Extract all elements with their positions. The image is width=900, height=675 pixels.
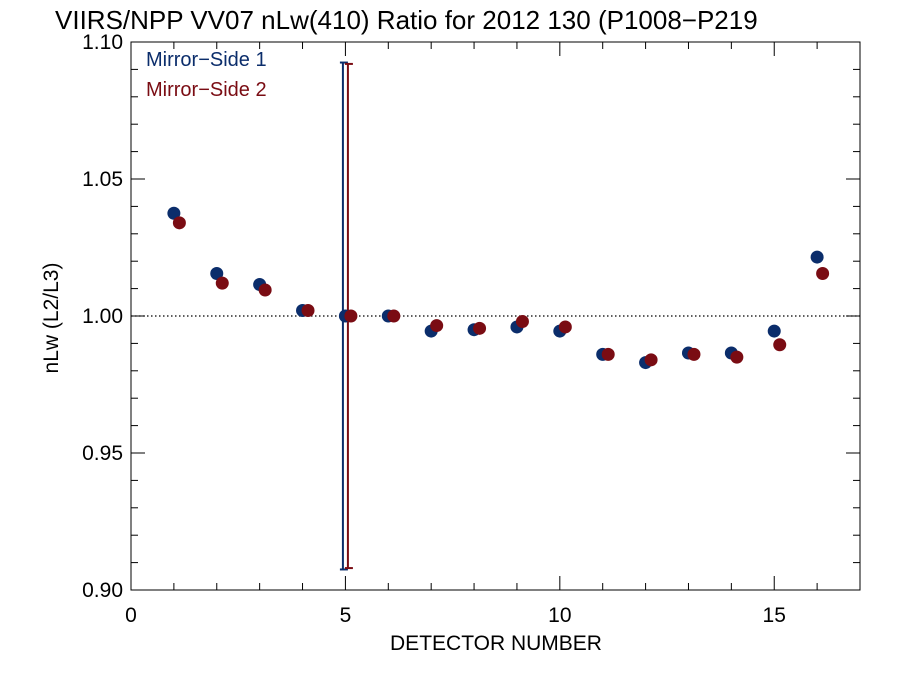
x-tick-label: 15 — [763, 604, 786, 627]
x-axis-label: DETECTOR NUMBER — [390, 632, 602, 655]
data-point-series-2 — [301, 304, 315, 318]
data-point-series-2 — [215, 276, 229, 290]
chart-title: VIIRS/NPP VV07 nLw(410) Ratio for 2012 1… — [55, 5, 758, 35]
data-point-series-1 — [810, 250, 824, 264]
data-point-series-2 — [644, 353, 658, 367]
plot-area: 0 5 10 15 0.90 0.95 1.00 1.05 1.10 — [82, 31, 861, 627]
data-point-series-2 — [258, 283, 272, 297]
y-tick-label: 0.95 — [82, 442, 123, 465]
y-tick-label: 1.10 — [82, 31, 123, 54]
y-tick-label: 1.05 — [82, 168, 123, 191]
data-point-series-2 — [601, 347, 615, 361]
data-point-series-2 — [387, 309, 401, 323]
data-point-series-2 — [430, 319, 444, 333]
data-point-series-1 — [210, 267, 224, 281]
data-point-series-1 — [767, 324, 781, 338]
legend-entry-mirror-side-1: Mirror−Side 1 — [146, 49, 267, 71]
y-tick-label: 1.00 — [82, 305, 123, 328]
data-point-series-2 — [172, 216, 186, 230]
y-tick-label: 0.90 — [82, 579, 123, 602]
legend: Mirror−Side 1 Mirror−Side 2 — [146, 49, 267, 101]
data-point-series-1 — [167, 206, 181, 220]
x-tick-label: 10 — [548, 604, 571, 627]
y-axis-label: nLw (L2/L3) — [40, 263, 63, 374]
x-tick-label: 5 — [340, 604, 352, 627]
data-point-series-2 — [558, 320, 572, 334]
data-point-series-2 — [773, 338, 787, 352]
data-point-series-2 — [687, 347, 701, 361]
legend-entry-mirror-side-2: Mirror−Side 2 — [146, 79, 267, 101]
data-point-series-2 — [730, 350, 744, 364]
data-point-series-2 — [515, 314, 529, 328]
x-tick-label: 0 — [125, 604, 137, 627]
data-point-series-2 — [473, 321, 487, 335]
data-point-series-2 — [816, 267, 830, 281]
data-point-series-2 — [344, 309, 358, 323]
